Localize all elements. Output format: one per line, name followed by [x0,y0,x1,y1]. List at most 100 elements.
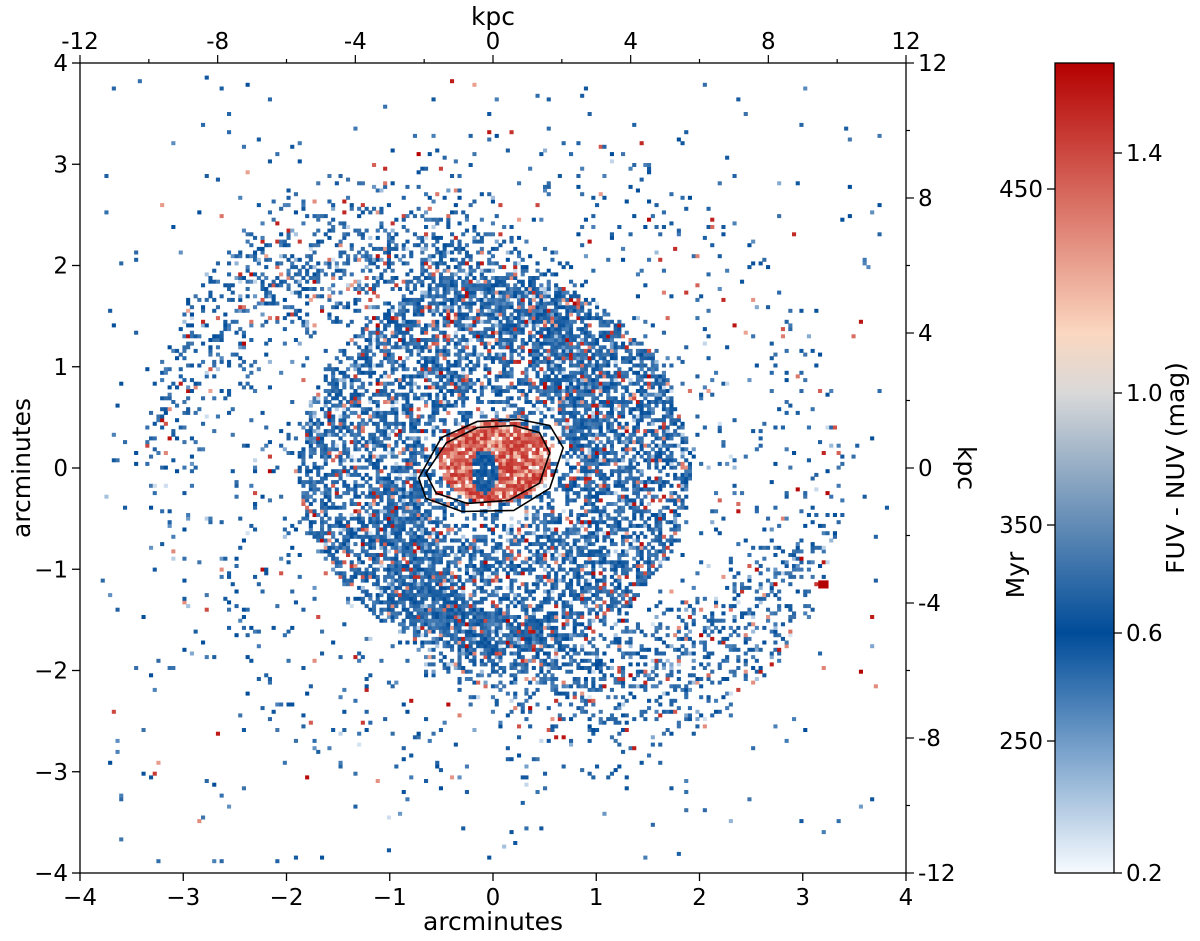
heatmap-cell [215,177,220,182]
heatmap-cell [453,203,458,208]
heatmap-cell [513,534,518,539]
heatmap-cell [390,567,395,572]
heatmap-cell [453,625,458,630]
heatmap-cell [531,312,536,317]
heatmap-cell [316,425,321,430]
heatmap-cell [212,359,217,364]
heatmap-cell [416,385,421,390]
heatmap-cell [398,520,403,525]
heatmap-cell [513,461,518,466]
heatmap-cell [364,389,369,393]
heatmap-cell [360,410,365,415]
heatmap-cell [442,418,447,423]
heatmap-cell [446,290,451,295]
heatmap-cell [386,498,391,503]
heatmap-cell [327,531,332,536]
heatmap-cell [379,593,384,598]
heatmap-cell [461,640,466,645]
heatmap-cell [386,472,391,477]
heatmap-cell [208,389,213,393]
heatmap-cell [386,516,391,521]
heatmap-cell [308,684,313,689]
heatmap-cell [528,644,533,649]
heatmap-cell [368,516,373,521]
heatmap-cell [360,418,365,423]
heatmap-cell [487,483,492,488]
heatmap-cell [409,327,414,332]
heatmap-cell [323,214,328,219]
heatmap-cell [468,564,473,568]
heatmap-cell [312,451,317,455]
heatmap-cell [453,400,458,404]
heatmap-cell [476,458,481,463]
heatmap-cell [479,447,484,452]
heatmap-cell [390,319,395,324]
heatmap-cell [253,491,258,496]
heatmap-cell [450,319,455,324]
heatmap-cell [241,305,246,310]
heatmap-cell [498,687,503,692]
heatmap-cell [524,585,529,590]
heatmap-cell [375,276,380,280]
heatmap-cell [360,549,365,554]
heatmap-cell [412,243,417,248]
heatmap-cell [483,454,488,459]
heatmap-cell [349,363,354,368]
heatmap-cell [509,480,514,485]
heatmap-cell [535,338,540,342]
heatmap-cell [320,443,325,448]
heatmap-cell [256,137,261,142]
heatmap-cell [520,319,525,324]
heatmap-cell [487,367,492,372]
heatmap-cell [264,673,269,678]
heatmap-cell [342,221,347,226]
heatmap-cell [383,476,388,481]
heatmap-cell [427,290,432,295]
heatmap-cell [476,483,481,488]
heatmap-cell [323,502,328,506]
heatmap-cell [479,290,484,295]
heatmap-cell [513,567,518,572]
heatmap-cell [461,403,466,408]
heatmap-cell [494,305,499,310]
heatmap-cell [472,491,477,496]
heatmap-cell [394,480,399,485]
heatmap-cell [368,334,373,339]
heatmap-cell [438,454,443,459]
heatmap-cell [453,564,458,568]
heatmap-cell [412,625,417,630]
heatmap-cell [286,195,291,200]
heatmap-cell [405,480,410,485]
heatmap-cell [215,316,220,321]
heatmap-cell [457,625,462,630]
heatmap-cell [457,476,462,481]
heatmap-cell [186,385,191,390]
heatmap-cell [342,549,347,554]
heatmap-cell [293,265,298,270]
heatmap-cell [528,622,533,627]
heatmap-cell [476,312,481,317]
heatmap-cell [320,509,325,514]
heatmap-cell [502,356,507,361]
heatmap-cell [479,669,484,674]
heatmap-cell [338,400,343,404]
heatmap-cell [234,308,239,313]
heatmap-cell [104,210,109,215]
heatmap-cell [457,775,462,780]
heatmap-cell [420,451,425,455]
heatmap-cell [505,461,510,466]
heatmap-cell [379,564,384,568]
heatmap-cell [509,600,514,605]
heatmap-cell [405,279,410,284]
heatmap-cell [535,673,540,678]
heatmap-cell [464,636,469,641]
heatmap-cell [509,523,514,528]
heatmap-cell [483,644,488,649]
heatmap-cell [461,636,466,641]
heatmap-cell [431,567,436,572]
heatmap-cell [535,640,540,645]
heatmap-cell [398,312,403,317]
heatmap-cell [446,666,451,670]
heatmap-cell [487,381,492,386]
heatmap-cell [528,301,533,306]
